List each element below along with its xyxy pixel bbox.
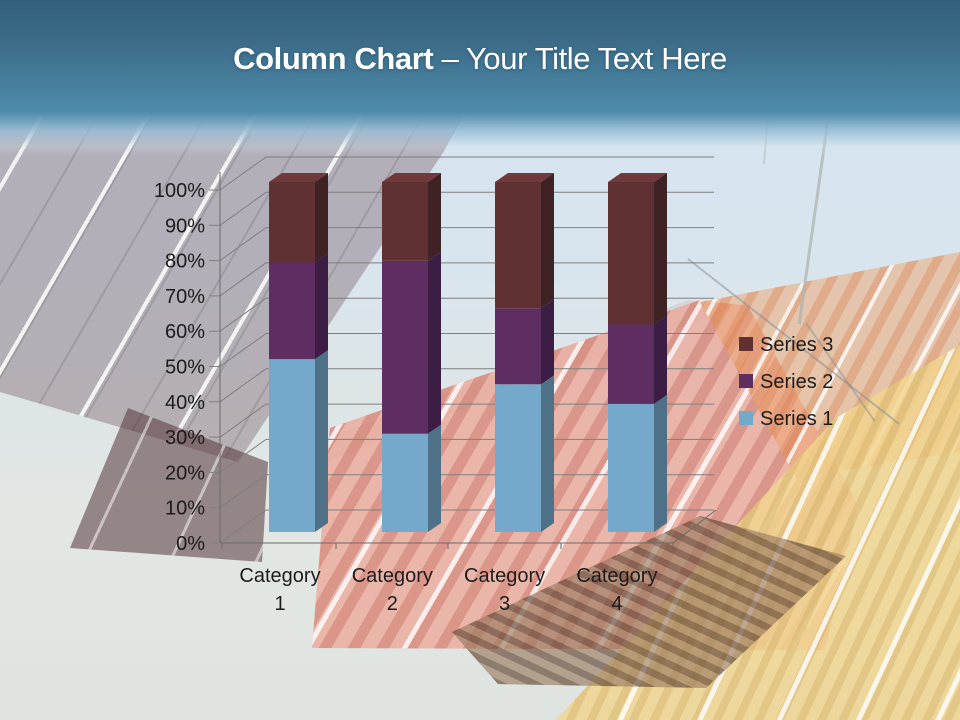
slide-title-regular: – Your Title Text Here xyxy=(433,41,728,76)
category-label: Category xyxy=(464,565,545,587)
category-label-line2: 4 xyxy=(611,593,622,615)
y-axis-labels: 0% 10% 20% 30% 40% 50% 60% 70% 80% 90% 100% xyxy=(154,180,205,555)
segment-series-3 xyxy=(495,182,541,309)
legend-swatch-series-1 xyxy=(739,411,753,425)
legend-label-series-3: Series 3 xyxy=(760,334,833,356)
segment-series-2 xyxy=(608,324,654,404)
segment-series-3-side xyxy=(654,173,667,325)
segment-series-3 xyxy=(608,182,654,325)
segment-series-3-side xyxy=(541,173,554,309)
y-tick-label: 30% xyxy=(165,427,205,449)
segment-series-3-side xyxy=(428,173,441,261)
segment-series-3-top xyxy=(269,173,328,182)
chart-legend: Series 3 Series 2 Series 1 xyxy=(739,334,833,430)
category-label-line2: 3 xyxy=(499,593,510,615)
bar-category-3 xyxy=(495,173,554,532)
segment-series-1 xyxy=(608,403,654,532)
y-tick-label: 90% xyxy=(165,215,205,237)
legend-swatch-series-3 xyxy=(739,337,753,351)
segment-series-1-side xyxy=(315,350,328,532)
y-tick-label: 10% xyxy=(165,498,205,520)
y-tick-label: 50% xyxy=(165,357,205,379)
segment-series-2 xyxy=(495,308,541,385)
segment-series-3 xyxy=(382,182,428,261)
segment-series-1-side xyxy=(541,375,554,532)
legend-swatch-series-2 xyxy=(739,374,753,388)
slide-title: Column Chart – Your Title Text Here xyxy=(0,41,960,77)
y-tick-label: 100% xyxy=(154,180,205,202)
legend-label-series-1: Series 1 xyxy=(760,408,833,430)
segment-series-2 xyxy=(382,260,428,434)
chart-axes xyxy=(219,172,717,549)
category-label: Category xyxy=(352,565,433,587)
segment-series-3 xyxy=(269,182,315,263)
legend-label-series-2: Series 2 xyxy=(760,371,833,393)
segment-series-2 xyxy=(269,262,315,360)
category-label: Category xyxy=(239,565,320,587)
segment-series-1-side xyxy=(428,424,441,532)
segment-series-1-side xyxy=(654,394,667,532)
y-tick-label: 80% xyxy=(165,251,205,273)
segment-series-2-side xyxy=(315,253,328,360)
title-band: Column Chart – Your Title Text Here xyxy=(0,0,960,156)
segment-series-3-top xyxy=(382,173,441,182)
category-label: Category xyxy=(576,565,657,587)
category-label-line2: 2 xyxy=(387,593,398,615)
y-tick-label: 60% xyxy=(165,321,205,343)
bar-category-2 xyxy=(382,173,441,532)
segment-series-3-side xyxy=(315,173,328,263)
segment-series-3-top xyxy=(608,173,667,182)
y-tick-label: 0% xyxy=(176,533,205,555)
segment-series-2-side xyxy=(428,251,441,434)
segment-series-2-side xyxy=(654,315,667,404)
category-label-line2: 1 xyxy=(274,593,285,615)
segment-series-1 xyxy=(382,433,428,532)
bar-category-4 xyxy=(608,173,667,532)
bar-category-1 xyxy=(269,173,328,532)
segment-series-2-side xyxy=(541,299,554,385)
segment-series-1 xyxy=(495,384,541,532)
slide-title-bold: Column Chart xyxy=(233,41,434,76)
y-tick-label: 40% xyxy=(165,392,205,414)
segment-series-1 xyxy=(269,359,315,532)
y-tick-label: 20% xyxy=(165,462,205,484)
segment-series-3-top xyxy=(495,173,554,182)
y-tick-label: 70% xyxy=(165,286,205,308)
